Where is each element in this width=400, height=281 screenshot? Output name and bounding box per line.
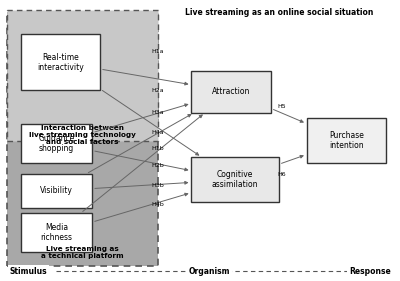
Bar bbox=[20, 174, 92, 208]
Bar bbox=[307, 118, 386, 163]
Text: H6: H6 bbox=[277, 172, 286, 176]
Bar bbox=[20, 34, 100, 90]
Text: Interaction between
live streaming technology
and social factors: Interaction between live streaming techn… bbox=[29, 125, 136, 145]
Text: H1b: H1b bbox=[152, 146, 164, 151]
Text: Cognitive
assimilation: Cognitive assimilation bbox=[212, 170, 258, 189]
Bar bbox=[192, 157, 279, 202]
Bar bbox=[192, 71, 271, 112]
Text: H3a: H3a bbox=[152, 110, 164, 115]
Text: Response: Response bbox=[350, 267, 391, 276]
Bar bbox=[7, 10, 158, 140]
Text: H2a: H2a bbox=[152, 88, 164, 93]
Text: Live streaming as
a technical platform: Live streaming as a technical platform bbox=[41, 246, 124, 259]
Text: H2b: H2b bbox=[152, 163, 164, 168]
Text: Guidance
shopping: Guidance shopping bbox=[38, 133, 74, 153]
Text: Organism: Organism bbox=[188, 267, 230, 276]
Text: Purchase
intention: Purchase intention bbox=[329, 131, 364, 150]
Text: Real-time
interactivity: Real-time interactivity bbox=[37, 53, 84, 72]
Text: Stimulus: Stimulus bbox=[10, 267, 47, 276]
Text: H3b: H3b bbox=[152, 183, 164, 188]
Text: Visibility: Visibility bbox=[40, 186, 73, 195]
Text: H4b: H4b bbox=[152, 202, 164, 207]
Bar bbox=[7, 12, 158, 266]
Bar bbox=[20, 124, 92, 163]
Text: H4a: H4a bbox=[152, 130, 164, 135]
Text: H5: H5 bbox=[277, 105, 286, 109]
Text: Attraction: Attraction bbox=[212, 87, 250, 96]
Text: Live streaming as an online social situation: Live streaming as an online social situa… bbox=[185, 8, 373, 17]
Text: Media
richness: Media richness bbox=[40, 223, 72, 243]
Text: H1a: H1a bbox=[152, 49, 164, 53]
Bar bbox=[20, 213, 92, 252]
